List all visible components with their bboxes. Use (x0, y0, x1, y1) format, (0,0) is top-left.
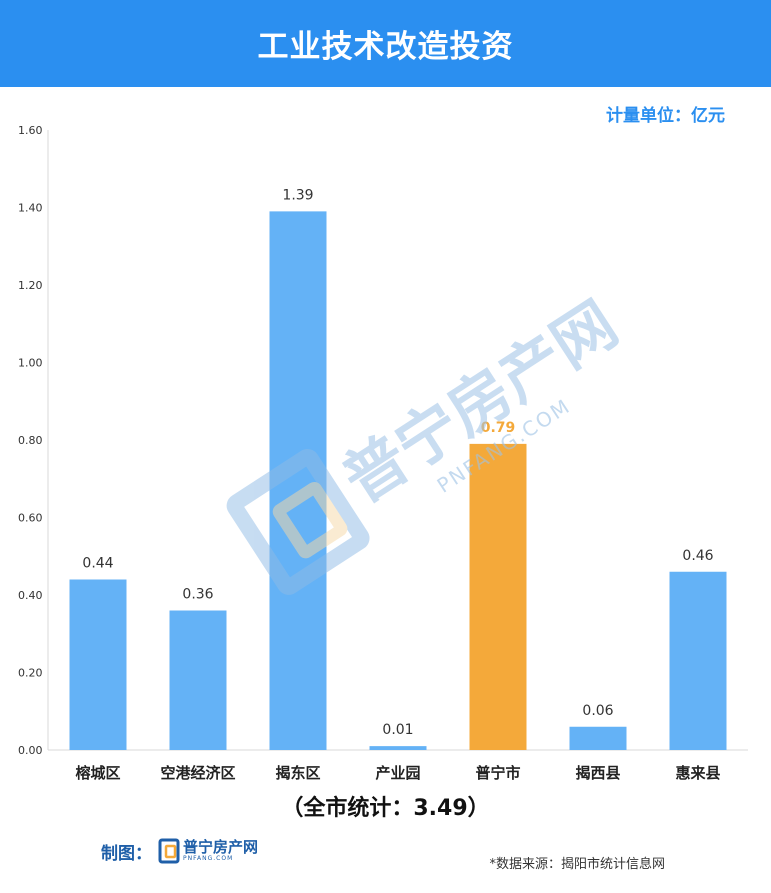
chart-title: 工业技术改造投资 (257, 29, 514, 65)
x-category-label: 惠来县 (675, 764, 720, 782)
header-bar: 工业技术改造投资 (0, 0, 771, 87)
bar-value-label: 0.79 (481, 420, 516, 436)
unit-label: 计量单位：亿元 (606, 106, 725, 126)
y-tick-label: 0.40 (18, 589, 43, 602)
credit-logo: 普宁房产网 PNFANG.COM (158, 838, 258, 864)
y-tick-label: 0.00 (18, 744, 43, 757)
pnfang-logo-icon (158, 838, 180, 864)
y-tick-label: 0.60 (18, 512, 43, 525)
x-category-label: 揭东区 (275, 764, 320, 782)
credit-logo-name: 普宁房产网 (183, 838, 259, 856)
bar (169, 610, 227, 750)
bar (369, 746, 427, 750)
x-category-label: 产业园 (375, 764, 420, 782)
bar-value-label: 0.01 (382, 722, 413, 738)
credit-label: 制图： (101, 843, 152, 864)
y-tick-label: 0.20 (18, 667, 43, 680)
data-source: *数据来源：揭阳市统计信息网 (489, 857, 665, 872)
y-tick-label: 1.40 (18, 202, 43, 215)
bar-value-label: 0.46 (682, 548, 713, 564)
y-tick-label: 1.20 (18, 279, 43, 292)
x-category-label: 普宁市 (475, 764, 520, 782)
x-category-label: 揭西县 (575, 764, 620, 782)
bar (269, 211, 327, 750)
bar-value-label: 1.39 (282, 187, 313, 203)
bar-value-label: 0.36 (182, 587, 213, 603)
y-tick-label: 1.00 (18, 357, 43, 370)
bar (69, 579, 127, 750)
bar (669, 571, 727, 750)
bar (569, 726, 627, 750)
x-category-label: 空港经济区 (160, 764, 235, 782)
bar (469, 443, 527, 750)
y-tick-label: 1.60 (18, 124, 43, 137)
credit-logo-url: PNFANG.COM (183, 855, 234, 862)
bar-value-label: 0.44 (82, 556, 113, 572)
bar-value-label: 0.06 (582, 703, 613, 719)
total-summary: （全市统计：3.49） (281, 796, 490, 821)
credit: 制图： 普宁房产网 PNFANG.COM (101, 838, 258, 864)
y-tick-label: 0.80 (18, 434, 43, 447)
x-category-label: 榕城区 (75, 764, 120, 782)
